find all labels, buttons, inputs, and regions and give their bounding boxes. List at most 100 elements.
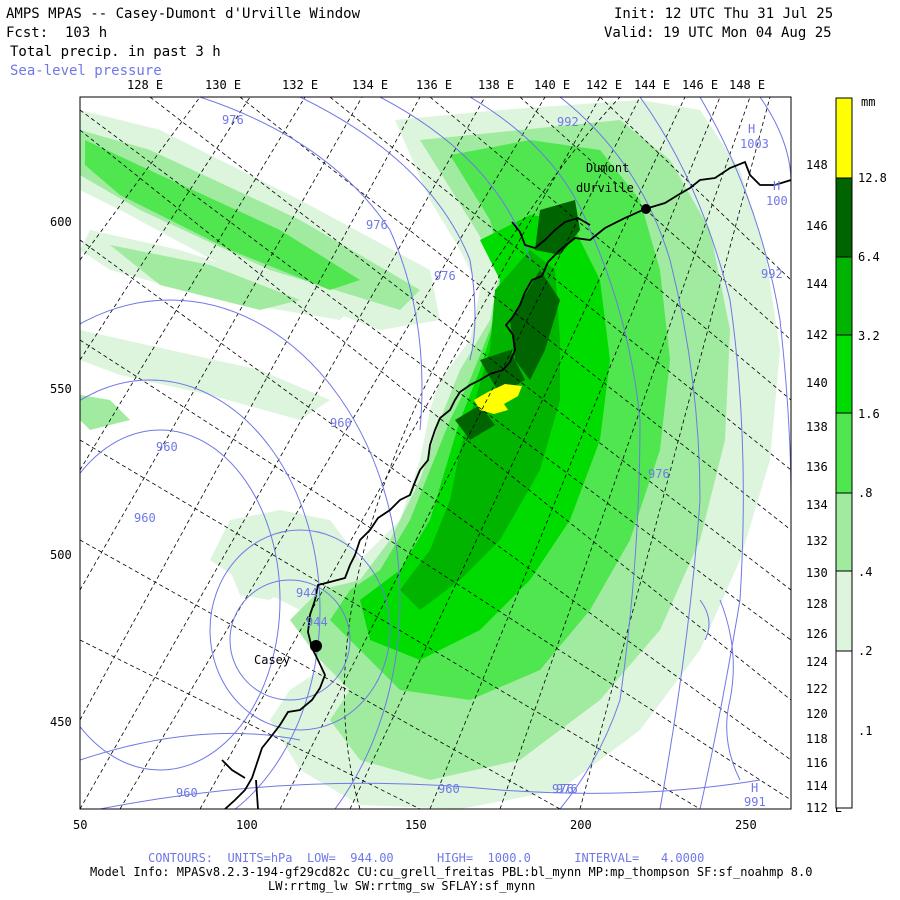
high-value: 991 bbox=[744, 795, 766, 809]
isobar-label: 992 bbox=[557, 115, 579, 129]
isobar-label: 960 bbox=[438, 782, 460, 796]
lon-label: 132 E bbox=[282, 78, 318, 92]
lon-label: 138 E bbox=[478, 78, 514, 92]
isobar-label: 976 bbox=[366, 218, 388, 232]
lon-label: 126 E bbox=[806, 627, 842, 641]
isobar-label: 960 bbox=[156, 440, 178, 454]
lon-label: 142 E bbox=[806, 328, 842, 342]
lon-label: 144 E bbox=[634, 78, 670, 92]
lon-label: 148 E bbox=[729, 78, 765, 92]
y-tick-label: 500 bbox=[50, 548, 72, 562]
isobars bbox=[80, 97, 791, 809]
x-tick-label: 200 bbox=[570, 818, 592, 832]
model-info: Model Info: MPASv8.2.3-194-gf29cd82c CU:… bbox=[90, 865, 813, 879]
lon-label: 134 E bbox=[352, 78, 388, 92]
overlay-name: Sea-level pressure bbox=[10, 63, 162, 79]
lon-label: 122 E bbox=[806, 682, 842, 696]
lon-label: 130 E bbox=[806, 566, 842, 580]
isobar-label: 992 bbox=[761, 267, 783, 281]
y-tick-label: 600 bbox=[50, 215, 72, 229]
isobar-label: 960 bbox=[176, 786, 198, 800]
colorbar-segment bbox=[835, 334, 853, 414]
lon-label: 148 E bbox=[806, 158, 842, 172]
isobar-label: 976 bbox=[434, 269, 456, 283]
lon-label: 146 E bbox=[806, 219, 842, 233]
colorbar-level: 12.8 bbox=[858, 171, 887, 185]
dumont-label-line1: Dumont bbox=[586, 161, 629, 175]
lon-label: 128 E bbox=[806, 597, 842, 611]
x-axis-ticks: 50 100 150 200 250 bbox=[73, 818, 757, 832]
y-tick-label: 550 bbox=[50, 382, 72, 396]
y-axis-ticks: 600 550 500 450 bbox=[50, 215, 72, 729]
lon-label: 142 E bbox=[586, 78, 622, 92]
colorbar-level: .4 bbox=[858, 565, 872, 579]
colorbar-level: 1.6 bbox=[858, 407, 880, 421]
lon-label: 146 E bbox=[682, 78, 718, 92]
color-bar: mm 12.8 6.4 3.2 1.6 .8 .4 .2 .1 bbox=[835, 95, 887, 809]
lon-label: 128 E bbox=[127, 78, 163, 92]
lon-label: 112 E bbox=[806, 801, 842, 815]
isobar-label: 960 bbox=[134, 511, 156, 525]
colorbar-segment bbox=[835, 492, 853, 572]
map-title: AMPS MPAS -- Casey-Dumont d'Urville Wind… bbox=[6, 6, 361, 22]
x-tick-label: 150 bbox=[405, 818, 427, 832]
colorbar-level: 3.2 bbox=[858, 329, 880, 343]
colorbar-segment bbox=[835, 650, 853, 809]
model-info-line2: LW:rrtmg_lw SW:rrtmg_sw SFLAY:sf_mynn bbox=[268, 879, 536, 893]
colorbar-segment bbox=[835, 256, 853, 336]
lon-label: 140 E bbox=[534, 78, 570, 92]
casey-station-marker bbox=[310, 640, 322, 652]
colorbar-level: .2 bbox=[858, 644, 872, 658]
dumont-label-line2: dUrville bbox=[576, 181, 634, 195]
colorbar-segment bbox=[835, 97, 853, 179]
lon-label: 134 E bbox=[806, 498, 842, 512]
top-longitude-labels: 128 E 130 E 132 E 134 E 136 E 138 E 140 … bbox=[127, 78, 765, 92]
high-value: 100 bbox=[766, 194, 788, 208]
contour-info: CONTOURS: UNITS=hPa LOW= 944.00 HIGH= 10… bbox=[148, 851, 705, 865]
high-symbol: H bbox=[748, 122, 755, 136]
lon-label: 138 E bbox=[806, 420, 842, 434]
lon-label: 136 E bbox=[416, 78, 452, 92]
casey-label: Casey bbox=[254, 653, 290, 667]
isobar-labels: 976 976 976 992 992 960 960 960 976 960 … bbox=[134, 113, 788, 809]
high-value: 1003 bbox=[740, 137, 769, 151]
colorbar-segment bbox=[835, 570, 853, 652]
colorbar-segment bbox=[835, 177, 853, 258]
lon-label: 114 E bbox=[806, 779, 842, 793]
isobar-label: 976 bbox=[648, 467, 670, 481]
colorbar-segment bbox=[835, 412, 853, 494]
x-tick-label: 100 bbox=[236, 818, 258, 832]
lon-label: 130 E bbox=[205, 78, 241, 92]
coastline bbox=[221, 160, 791, 809]
forecast-hour: Fcst: 103 h bbox=[6, 25, 108, 41]
lon-label: 120 E bbox=[806, 707, 842, 721]
map-frame bbox=[79, 96, 792, 810]
x-tick-label: 50 bbox=[73, 818, 87, 832]
right-longitude-labels: 148 E 146 E 144 E 142 E 140 E 138 E 136 … bbox=[806, 158, 842, 815]
colorbar-level: .1 bbox=[858, 724, 872, 738]
init-time: Init: 12 UTC Thu 31 Jul 25 bbox=[614, 6, 834, 22]
x-tick-label: 250 bbox=[735, 818, 757, 832]
isobar-label: 944 bbox=[306, 615, 328, 629]
valid-time: Valid: 19 UTC Mon 04 Aug 25 bbox=[604, 25, 832, 41]
colorbar-unit: mm bbox=[861, 95, 875, 109]
lon-label: 140 E bbox=[806, 376, 842, 390]
lon-label: 124 E bbox=[806, 655, 842, 669]
isobar-label: 976 bbox=[552, 782, 574, 796]
isobar-label: 976 bbox=[556, 782, 578, 796]
lon-label: 118 E bbox=[806, 732, 842, 746]
dumont-durville-station-marker bbox=[641, 204, 651, 214]
field-name: Total precip. in past 3 h bbox=[10, 44, 221, 60]
isobar-label: 960 bbox=[330, 416, 352, 430]
colorbar-level: .8 bbox=[858, 486, 872, 500]
lon-label: 116 E bbox=[806, 756, 842, 770]
y-tick-label: 450 bbox=[50, 715, 72, 729]
isobar-label: 944 bbox=[296, 586, 318, 600]
lon-label: 132 E bbox=[806, 534, 842, 548]
lon-label: 136 E bbox=[806, 460, 842, 474]
isobar-label: 976 bbox=[222, 113, 244, 127]
high-symbol: H bbox=[773, 179, 780, 193]
map-area: Dumont dUrville Casey 976 976 976 992 99… bbox=[80, 97, 791, 809]
lon-label: 144 E bbox=[806, 277, 842, 291]
